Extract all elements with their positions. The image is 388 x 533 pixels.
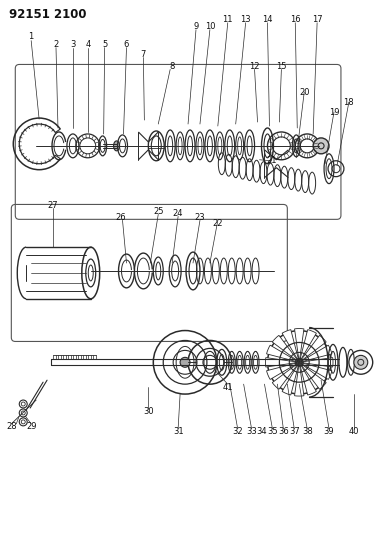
Circle shape — [313, 138, 329, 154]
Wedge shape — [294, 328, 304, 362]
Text: 37: 37 — [289, 427, 300, 437]
Wedge shape — [299, 345, 332, 362]
Text: 20: 20 — [299, 88, 310, 97]
Text: 92151 2100: 92151 2100 — [9, 8, 87, 21]
Text: 33: 33 — [246, 427, 257, 437]
Text: 36: 36 — [278, 427, 289, 437]
Wedge shape — [299, 329, 316, 362]
Wedge shape — [294, 362, 304, 396]
Ellipse shape — [114, 141, 120, 151]
Text: 12: 12 — [249, 62, 260, 71]
Wedge shape — [272, 362, 299, 389]
Text: 2: 2 — [54, 40, 59, 49]
Text: 6: 6 — [124, 40, 129, 49]
Text: 24: 24 — [173, 209, 184, 218]
Text: 39: 39 — [324, 427, 334, 437]
Text: 14: 14 — [262, 15, 273, 25]
Text: 29: 29 — [26, 422, 36, 431]
Wedge shape — [299, 335, 326, 362]
Text: 13: 13 — [240, 15, 251, 25]
Wedge shape — [282, 362, 299, 395]
Text: 35: 35 — [267, 427, 278, 437]
Text: 27: 27 — [48, 201, 58, 210]
Circle shape — [180, 357, 190, 367]
Wedge shape — [267, 362, 299, 379]
Text: 31: 31 — [173, 427, 184, 437]
Text: 38: 38 — [302, 427, 313, 437]
Text: 7: 7 — [141, 50, 146, 59]
Text: 23: 23 — [195, 213, 205, 222]
Text: 11: 11 — [222, 15, 233, 25]
Text: 41: 41 — [222, 383, 233, 392]
Wedge shape — [265, 358, 299, 367]
Text: 5: 5 — [102, 40, 107, 49]
Text: 25: 25 — [153, 207, 163, 216]
Text: 16: 16 — [290, 15, 301, 25]
Text: 4: 4 — [85, 40, 90, 49]
Circle shape — [354, 356, 368, 369]
Text: 19: 19 — [329, 108, 339, 117]
Text: 28: 28 — [6, 422, 17, 431]
Text: 22: 22 — [213, 219, 223, 228]
Text: 1: 1 — [29, 32, 34, 41]
Text: 18: 18 — [343, 98, 354, 107]
Text: 34: 34 — [256, 427, 267, 437]
Text: 3: 3 — [70, 40, 76, 49]
Text: 17: 17 — [312, 15, 322, 25]
Wedge shape — [272, 335, 299, 362]
Wedge shape — [299, 358, 333, 367]
Text: 15: 15 — [276, 62, 287, 71]
Text: 10: 10 — [204, 22, 215, 31]
Wedge shape — [267, 345, 299, 362]
Text: 32: 32 — [232, 427, 243, 437]
Text: 8: 8 — [170, 62, 175, 71]
Text: 26: 26 — [115, 213, 126, 222]
Wedge shape — [299, 362, 316, 395]
Wedge shape — [299, 362, 326, 389]
Text: 9: 9 — [193, 22, 199, 31]
Wedge shape — [299, 362, 332, 379]
Text: 30: 30 — [143, 407, 154, 416]
Wedge shape — [282, 329, 299, 362]
Text: 40: 40 — [348, 427, 359, 437]
Text: 21: 21 — [266, 156, 277, 165]
